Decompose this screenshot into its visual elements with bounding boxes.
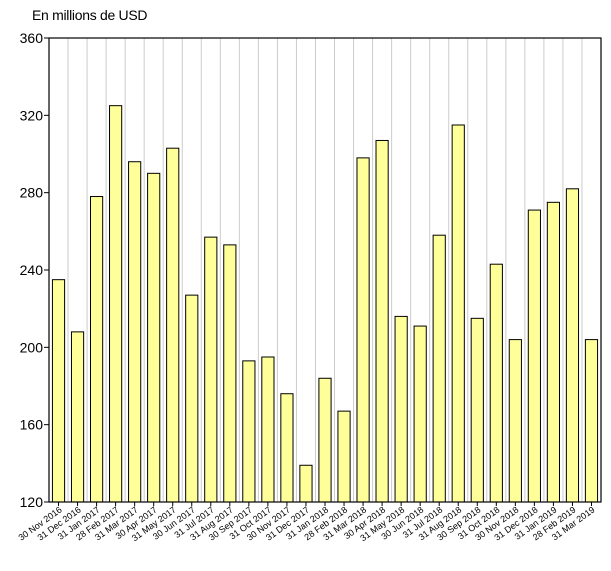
bar (280, 393, 294, 503)
unit-label: En millions de USD (32, 7, 148, 23)
y-tick-label: 280 (20, 185, 44, 201)
bar (337, 410, 351, 503)
bar (223, 244, 237, 503)
bar (508, 339, 522, 503)
bar (356, 157, 370, 503)
y-tick-label: 240 (20, 262, 44, 278)
bar (470, 317, 484, 503)
bar (432, 234, 446, 503)
y-tick-label: 320 (20, 107, 44, 123)
bar (51, 279, 66, 503)
bar (451, 124, 465, 503)
bar (70, 331, 85, 503)
bar (527, 209, 541, 503)
bar (413, 325, 427, 503)
bar (394, 315, 408, 503)
bar (166, 147, 180, 503)
y-axis-ticks: 120 160 200 240 280 320 360 (20, 30, 49, 510)
bar (546, 201, 561, 503)
bar (128, 161, 142, 503)
bar (565, 188, 580, 503)
bar (147, 172, 161, 503)
grid-lines (67, 38, 583, 502)
bar (261, 356, 275, 503)
bar (299, 464, 313, 503)
bar (318, 377, 332, 503)
bar (90, 196, 104, 503)
y-tick-label: 200 (20, 339, 44, 355)
y-tick-label: 160 (20, 417, 44, 433)
y-tick-label: 120 (20, 494, 44, 510)
bar (185, 294, 199, 503)
bar (204, 236, 218, 503)
bar (584, 339, 599, 503)
bar (489, 263, 503, 503)
bar (109, 105, 123, 503)
bars (51, 105, 599, 503)
bar (242, 360, 256, 503)
bar (375, 139, 389, 503)
y-tick-label: 360 (20, 30, 44, 46)
